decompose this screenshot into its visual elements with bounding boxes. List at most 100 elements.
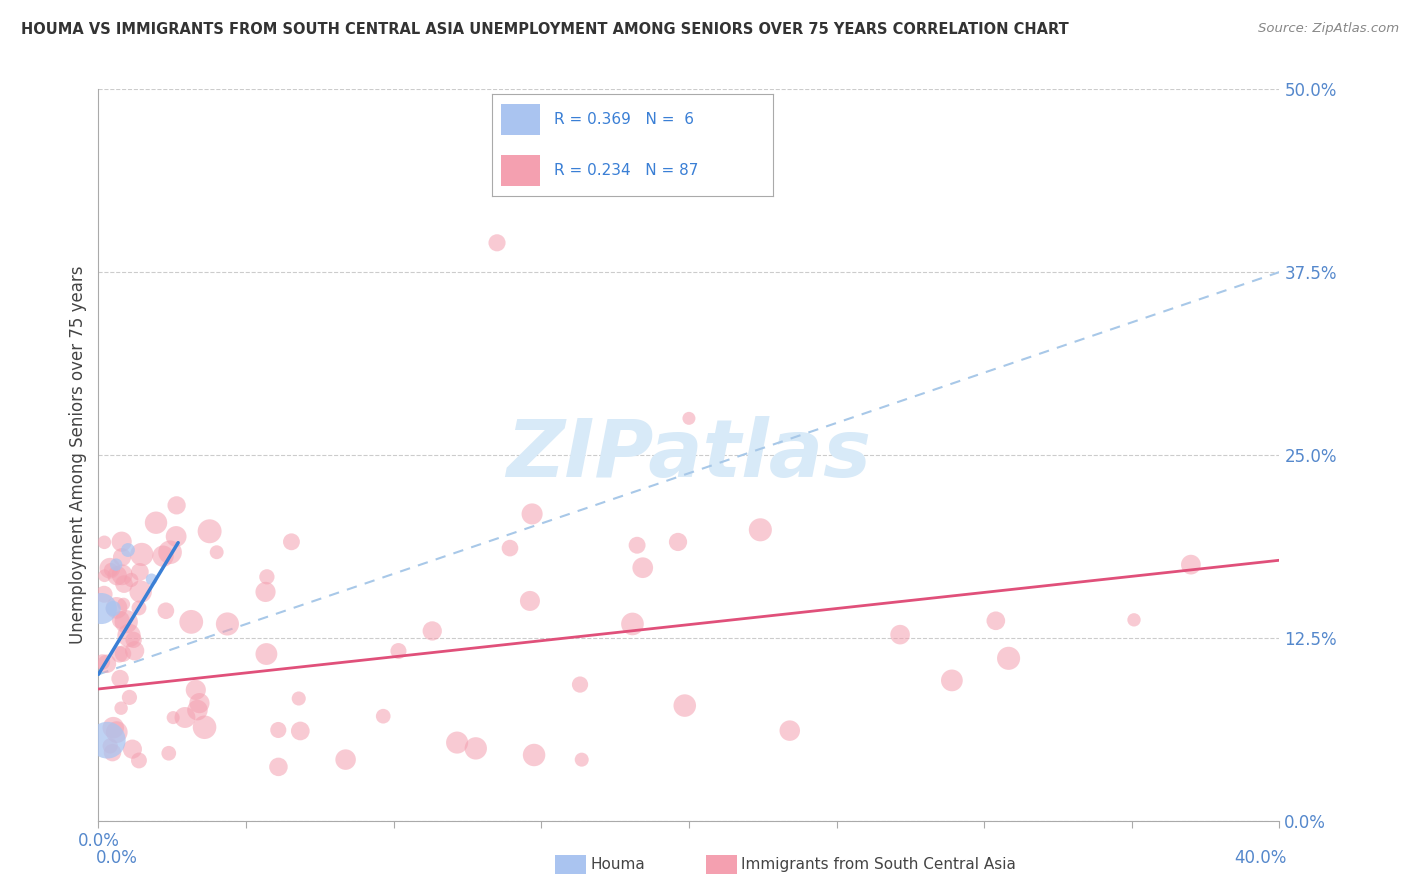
Point — [93, 568, 115, 582]
Text: R = 0.369   N =  6: R = 0.369 N = 6 — [554, 112, 695, 127]
Point — [267, 723, 290, 737]
Point — [678, 411, 700, 425]
Point — [117, 543, 139, 558]
Text: Immigrants from South Central Asia: Immigrants from South Central Asia — [741, 857, 1017, 871]
Point — [93, 535, 115, 549]
Point — [121, 742, 143, 756]
Point — [110, 701, 132, 715]
Point — [118, 628, 141, 642]
Point — [184, 682, 207, 697]
Point — [186, 703, 208, 717]
Text: Houma: Houma — [591, 857, 645, 871]
Point — [152, 549, 174, 563]
Point — [111, 567, 134, 582]
Point — [254, 647, 277, 661]
Point — [96, 657, 118, 671]
Point — [520, 507, 543, 521]
Point — [90, 601, 112, 615]
Point — [486, 235, 509, 250]
Point — [335, 753, 357, 767]
Point — [115, 615, 138, 629]
Point — [174, 710, 197, 724]
Text: ZIPatlas: ZIPatlas — [506, 416, 872, 494]
Point — [105, 558, 128, 572]
Point — [205, 545, 228, 559]
Point — [122, 632, 145, 647]
Point — [254, 585, 277, 599]
Point — [180, 615, 202, 629]
Point — [118, 690, 141, 705]
Point — [280, 534, 302, 549]
Point — [941, 673, 963, 688]
Point — [111, 550, 134, 565]
Point — [499, 541, 522, 555]
Point — [984, 614, 1007, 628]
Text: 40.0%: 40.0% — [1234, 849, 1286, 867]
Point — [387, 644, 409, 658]
Text: R = 0.234   N = 87: R = 0.234 N = 87 — [554, 163, 699, 178]
Point — [124, 644, 146, 658]
Point — [159, 545, 181, 559]
Point — [105, 725, 128, 739]
Point — [673, 698, 696, 713]
Point — [1123, 613, 1146, 627]
Point — [155, 604, 177, 618]
Point — [631, 560, 654, 574]
Point — [165, 529, 187, 543]
Point — [267, 760, 290, 774]
Text: HOUMA VS IMMIGRANTS FROM SOUTH CENTRAL ASIA UNEMPLOYMENT AMONG SENIORS OVER 75 Y: HOUMA VS IMMIGRANTS FROM SOUTH CENTRAL A… — [21, 22, 1069, 37]
Point — [110, 613, 132, 627]
Point — [523, 747, 546, 762]
Point — [112, 577, 135, 591]
Point — [105, 568, 128, 582]
Point — [621, 616, 644, 631]
Point — [162, 710, 184, 724]
Point — [100, 563, 122, 577]
Point — [420, 624, 443, 638]
FancyBboxPatch shape — [501, 104, 540, 135]
Point — [198, 524, 221, 539]
Point — [287, 691, 309, 706]
Point — [91, 655, 114, 669]
Point — [141, 572, 163, 586]
Point — [779, 723, 801, 738]
FancyBboxPatch shape — [501, 155, 540, 186]
Point — [997, 651, 1019, 665]
Point — [626, 538, 648, 552]
Point — [96, 733, 118, 747]
Point — [108, 648, 131, 662]
Point — [157, 746, 180, 760]
Point — [131, 548, 153, 562]
Point — [111, 534, 134, 549]
Point — [98, 739, 121, 753]
Point — [105, 600, 128, 615]
Point — [101, 746, 124, 760]
Point — [93, 587, 115, 601]
Point — [464, 741, 486, 756]
Point — [112, 597, 135, 611]
Point — [111, 647, 134, 661]
Point — [128, 565, 150, 579]
Text: 0.0%: 0.0% — [96, 849, 138, 867]
Point — [129, 584, 152, 599]
Point — [145, 516, 167, 530]
Y-axis label: Unemployment Among Seniors over 75 years: Unemployment Among Seniors over 75 years — [69, 266, 87, 644]
Point — [193, 720, 215, 734]
Point — [571, 753, 593, 767]
Point — [98, 561, 121, 575]
Point — [128, 754, 150, 768]
Point — [569, 677, 592, 691]
Point — [290, 723, 312, 738]
Point — [188, 696, 211, 710]
Point — [1180, 558, 1202, 572]
Text: Source: ZipAtlas.com: Source: ZipAtlas.com — [1258, 22, 1399, 36]
Point — [373, 709, 395, 723]
Point — [446, 735, 468, 749]
Point — [108, 672, 131, 686]
Point — [166, 499, 188, 513]
Point — [519, 594, 541, 608]
Point — [217, 617, 239, 632]
Point — [666, 535, 689, 549]
Point — [749, 523, 772, 537]
Point — [103, 601, 125, 615]
